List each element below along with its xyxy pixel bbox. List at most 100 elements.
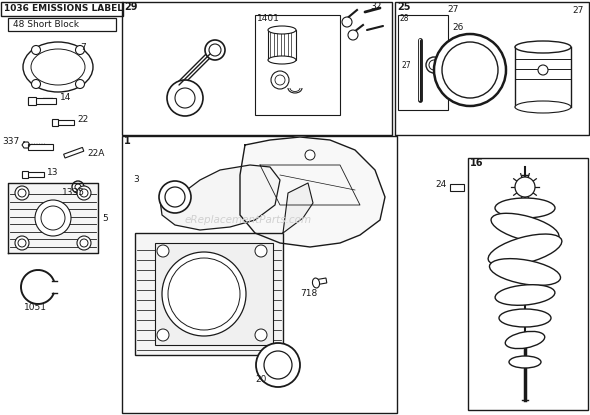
Bar (255, 15, 340, 115)
Circle shape (31, 80, 41, 88)
Text: 26: 26 (452, 24, 463, 32)
Circle shape (348, 30, 358, 40)
Circle shape (429, 60, 439, 70)
Ellipse shape (495, 285, 555, 305)
Bar (314, 278, 327, 285)
Ellipse shape (495, 198, 555, 218)
Circle shape (157, 245, 169, 257)
Polygon shape (160, 165, 280, 230)
Circle shape (205, 40, 225, 60)
Bar (268, 30, 296, 60)
Bar (28, 97, 36, 105)
Bar (52, 120, 74, 125)
Circle shape (175, 88, 195, 108)
Circle shape (264, 351, 292, 379)
Polygon shape (283, 183, 313, 233)
Ellipse shape (499, 309, 551, 327)
Ellipse shape (490, 259, 560, 286)
Circle shape (15, 236, 29, 250)
Ellipse shape (268, 56, 296, 64)
Circle shape (31, 46, 41, 54)
Bar (468, 158, 588, 410)
Bar (28, 144, 53, 150)
Circle shape (162, 252, 246, 336)
Ellipse shape (268, 26, 296, 34)
Polygon shape (8, 183, 98, 253)
Text: 14: 14 (60, 93, 71, 102)
Text: 22A: 22A (87, 149, 104, 158)
Text: 20: 20 (255, 374, 266, 383)
Ellipse shape (23, 42, 93, 92)
Circle shape (18, 189, 26, 197)
Circle shape (256, 343, 300, 387)
Text: 27: 27 (401, 61, 411, 69)
Circle shape (72, 181, 84, 193)
Bar (22, 172, 44, 177)
Bar (8, 18, 116, 31)
Bar (64, 147, 84, 158)
Circle shape (255, 329, 267, 341)
Text: 25: 25 (397, 2, 411, 12)
Circle shape (80, 239, 88, 247)
Bar (122, 136, 397, 413)
Text: 1401: 1401 (257, 15, 280, 24)
Text: 3: 3 (133, 176, 139, 185)
Text: 1335: 1335 (62, 188, 85, 198)
Bar (22, 171, 28, 178)
Text: 337: 337 (2, 137, 19, 146)
Circle shape (426, 57, 442, 73)
Text: 1051: 1051 (24, 303, 47, 312)
Circle shape (275, 75, 285, 85)
Circle shape (80, 189, 88, 197)
Polygon shape (240, 137, 385, 247)
Circle shape (442, 42, 498, 98)
Circle shape (342, 17, 352, 27)
Text: 7: 7 (80, 44, 86, 53)
Ellipse shape (488, 234, 562, 266)
Text: 22: 22 (77, 115, 88, 124)
Text: 27: 27 (572, 7, 584, 15)
Circle shape (167, 80, 203, 116)
Text: 1036 EMISSIONS LABEL: 1036 EMISSIONS LABEL (4, 5, 123, 14)
Circle shape (76, 46, 84, 54)
Circle shape (18, 239, 26, 247)
Bar (395, 2, 589, 135)
Circle shape (15, 186, 29, 200)
Bar (135, 233, 283, 355)
Text: 1: 1 (124, 136, 131, 146)
Ellipse shape (313, 278, 320, 288)
Ellipse shape (515, 41, 571, 53)
Ellipse shape (505, 332, 545, 349)
Ellipse shape (509, 356, 541, 368)
Ellipse shape (491, 213, 559, 243)
Bar (155, 243, 273, 345)
Circle shape (255, 245, 267, 257)
Circle shape (305, 150, 315, 160)
Text: 16: 16 (470, 158, 483, 168)
Circle shape (168, 258, 240, 330)
Circle shape (515, 177, 535, 197)
Text: 24: 24 (435, 181, 446, 190)
Ellipse shape (515, 101, 571, 113)
Circle shape (271, 71, 289, 89)
Text: 32: 32 (370, 2, 381, 12)
Text: eReplacementParts.com: eReplacementParts.com (185, 215, 312, 225)
Circle shape (209, 44, 221, 56)
Circle shape (157, 329, 169, 341)
Circle shape (77, 236, 91, 250)
Circle shape (75, 184, 81, 190)
Bar (122, 2, 392, 135)
Circle shape (77, 186, 91, 200)
Circle shape (165, 187, 185, 207)
Text: 718: 718 (300, 288, 317, 298)
Text: 29: 29 (124, 2, 137, 12)
Text: 5: 5 (102, 215, 108, 224)
Polygon shape (22, 142, 30, 148)
Text: 13: 13 (47, 168, 58, 178)
Circle shape (538, 65, 548, 75)
Bar (52, 120, 58, 127)
Bar (1, 2, 123, 16)
Circle shape (76, 80, 84, 88)
Circle shape (159, 181, 191, 213)
Text: 27: 27 (447, 5, 458, 15)
